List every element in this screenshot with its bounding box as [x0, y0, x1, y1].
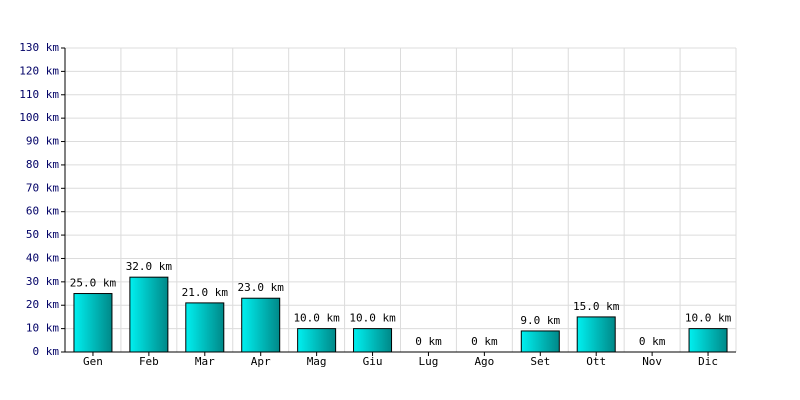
value-label: 0 km [639, 335, 666, 348]
bar [185, 302, 225, 353]
y-tick-label: 60 km [26, 205, 59, 218]
x-tick-label: Nov [642, 355, 662, 368]
y-tick-label: 0 km [33, 345, 60, 358]
y-tick-label: 110 km [19, 88, 59, 101]
value-label: 9.0 km [520, 314, 560, 327]
y-tick-label: 90 km [26, 135, 59, 148]
bar [520, 330, 560, 353]
y-tick-label: 100 km [19, 111, 59, 124]
value-label: 23.0 km [238, 281, 285, 294]
value-label: 10.0 km [349, 312, 396, 325]
x-tick-label: Ago [474, 355, 494, 368]
y-tick-label: 70 km [26, 181, 59, 194]
x-tick-label: Set [530, 355, 550, 368]
value-label: 10.0 km [293, 312, 340, 325]
value-label: 25.0 km [70, 277, 117, 290]
bar [688, 328, 728, 353]
y-tick-label: 10 km [26, 322, 59, 335]
bar [297, 328, 337, 353]
y-tick-label: 120 km [19, 64, 59, 77]
bar [73, 293, 113, 353]
value-label: 32.0 km [126, 260, 173, 273]
x-tick-label: Ott [586, 355, 606, 368]
value-label: 15.0 km [573, 300, 620, 313]
value-label: 21.0 km [182, 286, 229, 299]
bar [241, 297, 281, 353]
bar [576, 316, 616, 353]
value-label: 10.0 km [685, 312, 732, 325]
x-tick-label: Giu [363, 355, 383, 368]
y-tick-label: 130 km [19, 41, 59, 54]
x-tick-label: Mar [195, 355, 215, 368]
y-tick-label: 40 km [26, 251, 59, 264]
x-tick-label: Gen [83, 355, 103, 368]
x-tick-label: Dic [698, 355, 718, 368]
value-label: 0 km [415, 335, 442, 348]
x-tick-label: Mag [307, 355, 327, 368]
bar [129, 276, 169, 353]
y-tick-label: 20 km [26, 298, 59, 311]
y-tick-label: 80 km [26, 158, 59, 171]
x-tick-label: Apr [251, 355, 271, 368]
x-tick-label: Lug [419, 355, 439, 368]
bar [353, 328, 393, 353]
y-tick-label: 30 km [26, 275, 59, 288]
value-label: 0 km [471, 335, 498, 348]
y-tick-label: 50 km [26, 228, 59, 241]
x-tick-label: Feb [139, 355, 159, 368]
